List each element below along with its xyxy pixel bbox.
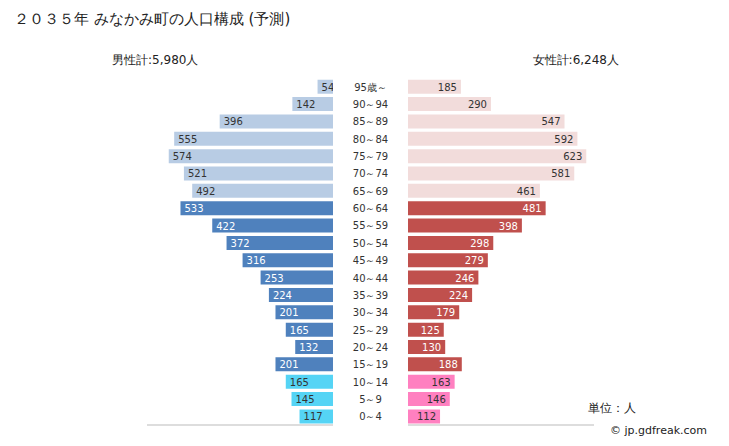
svg-text:70～74: 70～74 <box>353 168 388 179</box>
svg-text:90～94: 90～94 <box>353 99 388 110</box>
svg-text:130: 130 <box>422 342 441 353</box>
svg-text:165: 165 <box>290 377 309 388</box>
svg-text:481: 481 <box>523 203 542 214</box>
svg-text:521: 521 <box>188 168 207 179</box>
svg-text:0～4: 0～4 <box>359 411 382 422</box>
svg-text:623: 623 <box>563 151 582 162</box>
svg-text:574: 574 <box>173 151 192 162</box>
svg-text:10～14: 10～14 <box>353 377 388 388</box>
svg-text:80～84: 80～84 <box>353 134 388 145</box>
svg-text:95歳～: 95歳～ <box>354 82 387 93</box>
svg-text:201: 201 <box>279 307 298 318</box>
html-text:単位：人: 単位：人 <box>588 401 636 415</box>
svg-text:201: 201 <box>279 359 298 370</box>
svg-text:533: 533 <box>184 203 203 214</box>
svg-text:55～59: 55～59 <box>353 220 388 231</box>
svg-text:179: 179 <box>436 307 455 318</box>
svg-text:592: 592 <box>554 134 573 145</box>
html-text:２０３５年 みなかみ町の人口構成 (予測): ２０３５年 みなかみ町の人口構成 (予測) <box>14 10 291 28</box>
svg-text:117: 117 <box>304 411 323 422</box>
svg-text:146: 146 <box>427 394 446 405</box>
svg-text:5～9: 5～9 <box>359 394 382 405</box>
svg-text:224: 224 <box>449 290 468 301</box>
svg-text:132: 132 <box>299 342 318 353</box>
svg-text:290: 290 <box>468 99 487 110</box>
svg-text:253: 253 <box>265 273 284 284</box>
svg-text:15～19: 15～19 <box>353 359 388 370</box>
svg-text:279: 279 <box>465 255 484 266</box>
html-text:女性計:6,248人: 女性計:6,248人 <box>532 53 619 67</box>
svg-text:50～54: 50～54 <box>353 238 388 249</box>
svg-text:35～39: 35～39 <box>353 290 388 301</box>
svg-text:112: 112 <box>417 411 436 422</box>
svg-text:185: 185 <box>438 82 457 93</box>
svg-text:298: 298 <box>470 238 489 249</box>
svg-text:547: 547 <box>541 116 560 127</box>
svg-text:316: 316 <box>247 255 266 266</box>
svg-text:492: 492 <box>196 186 215 197</box>
html-text:男性計:5,980人: 男性計:5,980人 <box>112 53 199 67</box>
svg-text:60～64: 60～64 <box>353 203 388 214</box>
svg-text:65～69: 65～69 <box>353 186 388 197</box>
svg-text:188: 188 <box>439 359 458 370</box>
svg-text:372: 372 <box>231 238 250 249</box>
svg-text:145: 145 <box>296 394 315 405</box>
svg-text:20～24: 20～24 <box>353 342 388 353</box>
svg-text:75～79: 75～79 <box>353 151 388 162</box>
svg-text:581: 581 <box>551 168 570 179</box>
svg-text:224: 224 <box>273 290 292 301</box>
svg-text:461: 461 <box>517 186 536 197</box>
svg-text:25～29: 25～29 <box>353 325 388 336</box>
svg-text:40～44: 40～44 <box>353 273 388 284</box>
svg-text:396: 396 <box>224 116 243 127</box>
html-text:© jp.gdfreak.com: © jp.gdfreak.com <box>610 424 707 437</box>
svg-text:142: 142 <box>296 99 315 110</box>
svg-text:45～49: 45～49 <box>353 255 388 266</box>
svg-text:246: 246 <box>455 273 474 284</box>
svg-text:54: 54 <box>322 82 333 93</box>
svg-text:125: 125 <box>421 325 440 336</box>
svg-text:30～34: 30～34 <box>353 307 388 318</box>
svg-text:398: 398 <box>499 221 518 232</box>
svg-text:422: 422 <box>216 221 235 232</box>
svg-text:165: 165 <box>290 325 309 336</box>
svg-text:85～89: 85～89 <box>353 116 388 127</box>
svg-text:163: 163 <box>432 377 451 388</box>
svg-text:555: 555 <box>178 134 197 145</box>
